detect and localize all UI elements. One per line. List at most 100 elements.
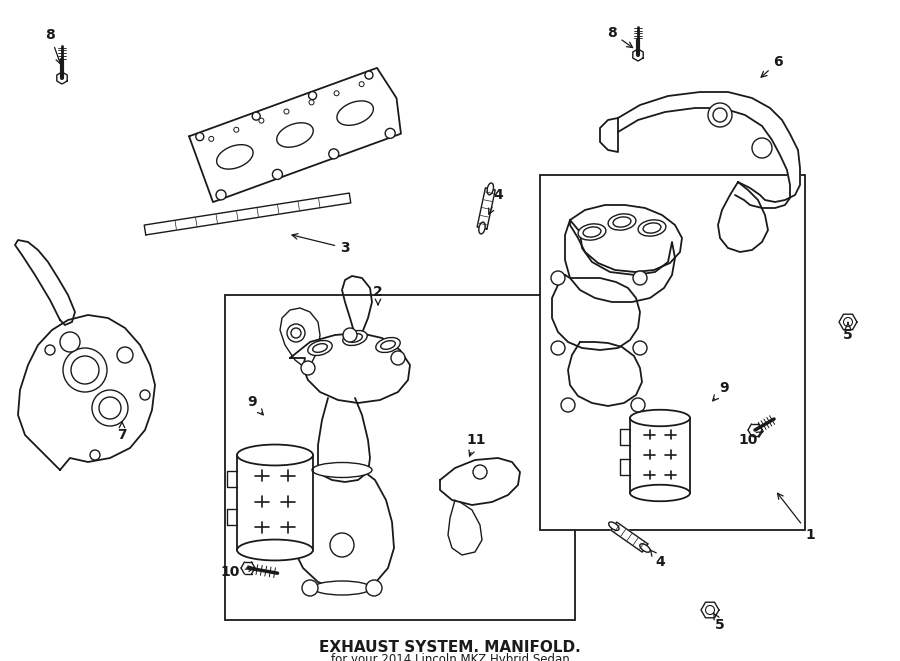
Text: 8: 8 <box>608 26 633 48</box>
Ellipse shape <box>237 445 313 465</box>
Circle shape <box>365 71 373 79</box>
Polygon shape <box>440 458 520 505</box>
Polygon shape <box>189 68 400 202</box>
Circle shape <box>45 345 55 355</box>
Text: 10: 10 <box>220 565 254 579</box>
Polygon shape <box>552 275 640 350</box>
Ellipse shape <box>630 410 690 426</box>
Circle shape <box>273 169 283 179</box>
Text: 9: 9 <box>713 381 729 401</box>
Text: 5: 5 <box>843 323 853 342</box>
Text: 2: 2 <box>374 285 382 305</box>
Polygon shape <box>57 72 68 84</box>
Ellipse shape <box>640 544 650 552</box>
Circle shape <box>196 133 203 141</box>
Polygon shape <box>701 602 719 618</box>
Ellipse shape <box>578 224 606 240</box>
Ellipse shape <box>381 340 395 349</box>
Text: 11: 11 <box>466 433 486 456</box>
Circle shape <box>843 317 852 327</box>
Circle shape <box>752 138 772 158</box>
Circle shape <box>259 118 264 123</box>
Ellipse shape <box>277 123 313 147</box>
Bar <box>225 295 575 620</box>
Polygon shape <box>570 205 682 272</box>
Circle shape <box>551 271 565 285</box>
Text: 4: 4 <box>651 550 665 569</box>
Polygon shape <box>611 522 648 552</box>
Ellipse shape <box>630 485 690 501</box>
Circle shape <box>561 398 575 412</box>
Ellipse shape <box>479 222 485 234</box>
Circle shape <box>302 580 318 596</box>
Text: 1: 1 <box>778 493 814 542</box>
Text: 8: 8 <box>45 28 61 64</box>
Text: 3: 3 <box>292 233 350 255</box>
Circle shape <box>301 361 315 375</box>
Text: 7: 7 <box>117 422 127 442</box>
Circle shape <box>309 92 317 100</box>
Ellipse shape <box>487 183 493 195</box>
Ellipse shape <box>313 581 371 595</box>
Polygon shape <box>600 118 618 152</box>
Ellipse shape <box>312 344 328 352</box>
Text: 5: 5 <box>714 613 724 632</box>
Polygon shape <box>839 314 857 330</box>
Circle shape <box>708 103 732 127</box>
Polygon shape <box>568 342 642 406</box>
Polygon shape <box>565 220 675 302</box>
Circle shape <box>252 112 260 120</box>
Ellipse shape <box>608 522 619 530</box>
Polygon shape <box>241 562 255 574</box>
Circle shape <box>140 390 150 400</box>
Circle shape <box>216 190 226 200</box>
Ellipse shape <box>308 340 332 356</box>
Circle shape <box>633 271 647 285</box>
Circle shape <box>117 347 133 363</box>
Polygon shape <box>477 188 495 229</box>
Bar <box>237 455 313 550</box>
Circle shape <box>99 397 121 419</box>
Polygon shape <box>18 315 155 470</box>
Circle shape <box>366 580 382 596</box>
Circle shape <box>391 351 405 365</box>
Circle shape <box>63 348 107 392</box>
Text: 10: 10 <box>738 432 763 447</box>
Circle shape <box>330 533 354 557</box>
Circle shape <box>71 356 99 384</box>
Ellipse shape <box>347 334 363 342</box>
Circle shape <box>385 128 395 138</box>
Circle shape <box>631 398 645 412</box>
Text: 9: 9 <box>248 395 263 415</box>
Polygon shape <box>290 333 410 403</box>
Polygon shape <box>748 424 762 436</box>
Ellipse shape <box>312 463 372 477</box>
Bar <box>630 418 690 493</box>
Ellipse shape <box>608 214 636 230</box>
Circle shape <box>234 128 238 132</box>
Polygon shape <box>618 92 800 208</box>
Polygon shape <box>280 308 320 370</box>
Text: 6: 6 <box>761 55 783 77</box>
Ellipse shape <box>613 217 631 227</box>
Ellipse shape <box>376 338 400 352</box>
Polygon shape <box>290 466 394 590</box>
Circle shape <box>334 91 339 96</box>
Ellipse shape <box>217 145 253 169</box>
Circle shape <box>713 108 727 122</box>
Circle shape <box>287 324 305 342</box>
Polygon shape <box>144 193 351 235</box>
Ellipse shape <box>583 227 601 237</box>
Circle shape <box>343 328 357 342</box>
Bar <box>540 175 805 530</box>
Ellipse shape <box>638 220 666 236</box>
Circle shape <box>633 341 647 355</box>
Polygon shape <box>15 240 75 325</box>
Circle shape <box>92 390 128 426</box>
Circle shape <box>291 328 301 338</box>
Polygon shape <box>633 49 643 61</box>
Circle shape <box>284 109 289 114</box>
Ellipse shape <box>237 539 313 561</box>
Circle shape <box>309 100 314 105</box>
Text: for your 2014 Lincoln MKZ Hybrid Sedan: for your 2014 Lincoln MKZ Hybrid Sedan <box>330 654 570 661</box>
